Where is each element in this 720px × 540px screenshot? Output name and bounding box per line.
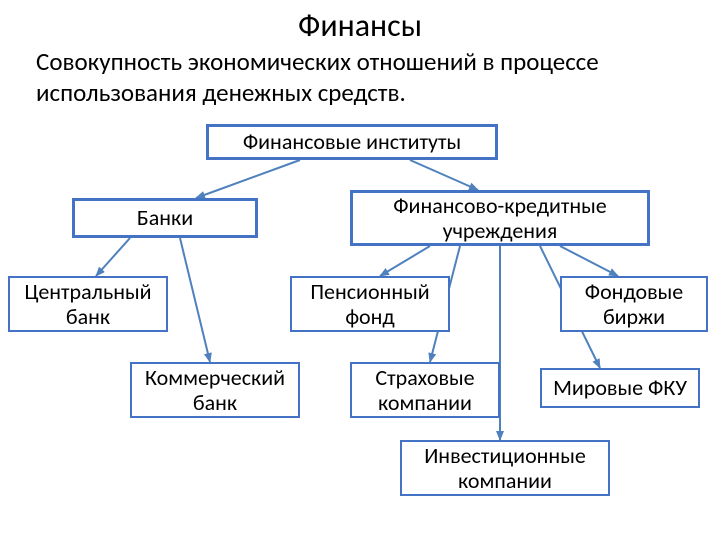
diagram-subtitle: Совокупность экономических отношений в п… (36, 46, 676, 108)
diagram-title: Финансы (0, 6, 720, 45)
arrow-banks-to-central (96, 238, 130, 276)
node-commercial: Коммерческий банк (130, 362, 300, 418)
arrow-fku-to-pension (380, 246, 430, 276)
arrow-fku-to-stock (560, 246, 618, 276)
node-stock: Фондовые биржи (560, 276, 708, 332)
node-fin-inst: Финансовые институты (206, 124, 498, 160)
node-insurance: Страховые компании (350, 362, 500, 418)
arrow-fin-inst-to-fku (410, 160, 478, 190)
node-invest: Инвестиционные компании (400, 440, 610, 496)
node-pension: Пенсионный фонд (290, 276, 450, 332)
node-central: Центральный банк (8, 276, 168, 332)
node-fku: Финансово-кредитные учреждения (350, 190, 650, 246)
arrow-fin-inst-to-banks (196, 160, 300, 198)
node-world-fku: Мировые ФКУ (540, 368, 700, 408)
node-banks: Банки (72, 198, 258, 238)
arrow-banks-to-commercial (180, 238, 210, 362)
